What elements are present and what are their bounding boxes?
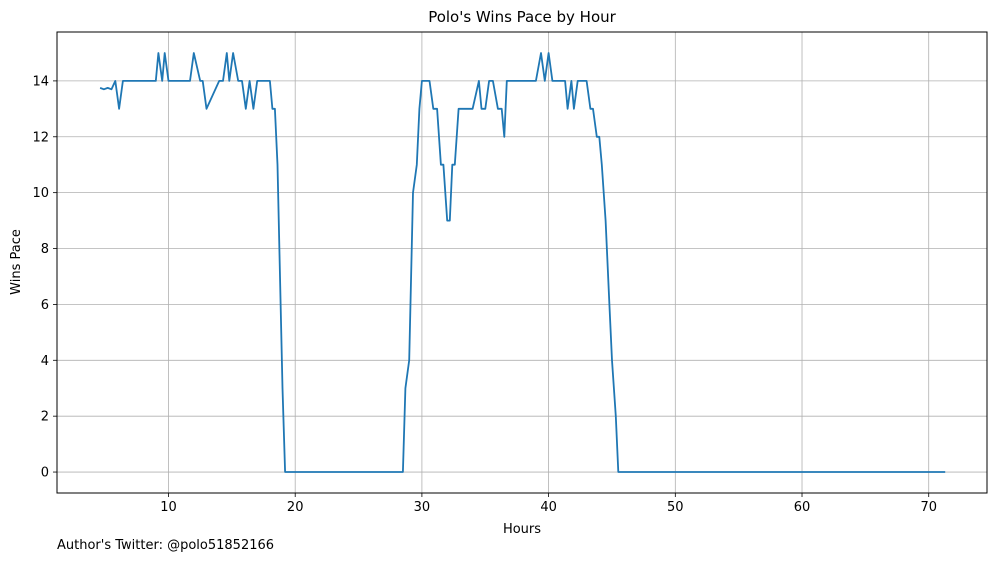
- wins-pace-line: [99, 52, 946, 473]
- x-tick-label: 30: [414, 500, 431, 515]
- y-tick-label: 2: [41, 410, 49, 425]
- y-tick-label: 14: [32, 74, 49, 89]
- x-axis-label: Hours: [503, 522, 541, 537]
- x-tick-label: 40: [540, 500, 557, 515]
- y-tick-label: 0: [41, 466, 49, 481]
- plot-frame: [56, 31, 988, 494]
- y-tick-label: 4: [41, 354, 49, 369]
- axis-ticks: 10 20 30 40 50 60 70 0 2 4 6 8 10 12 14: [32, 74, 937, 515]
- y-tick-label: 6: [41, 298, 49, 313]
- y-tick-label: 10: [32, 186, 49, 201]
- chart-title: Polo's Wins Pace by Hour: [428, 8, 616, 26]
- x-tick-label: 50: [667, 500, 684, 515]
- y-tick-label: 12: [32, 130, 49, 145]
- x-tick-label: 60: [794, 500, 811, 515]
- grid: [57, 32, 987, 493]
- x-tick-label: 70: [920, 500, 937, 515]
- x-tick-label: 20: [287, 500, 304, 515]
- x-tick-label: 10: [160, 500, 177, 515]
- y-axis-label: Wins Pace: [9, 229, 24, 295]
- author-footnote: Author's Twitter: @polo51852166: [57, 538, 275, 553]
- y-tick-label: 8: [41, 242, 49, 257]
